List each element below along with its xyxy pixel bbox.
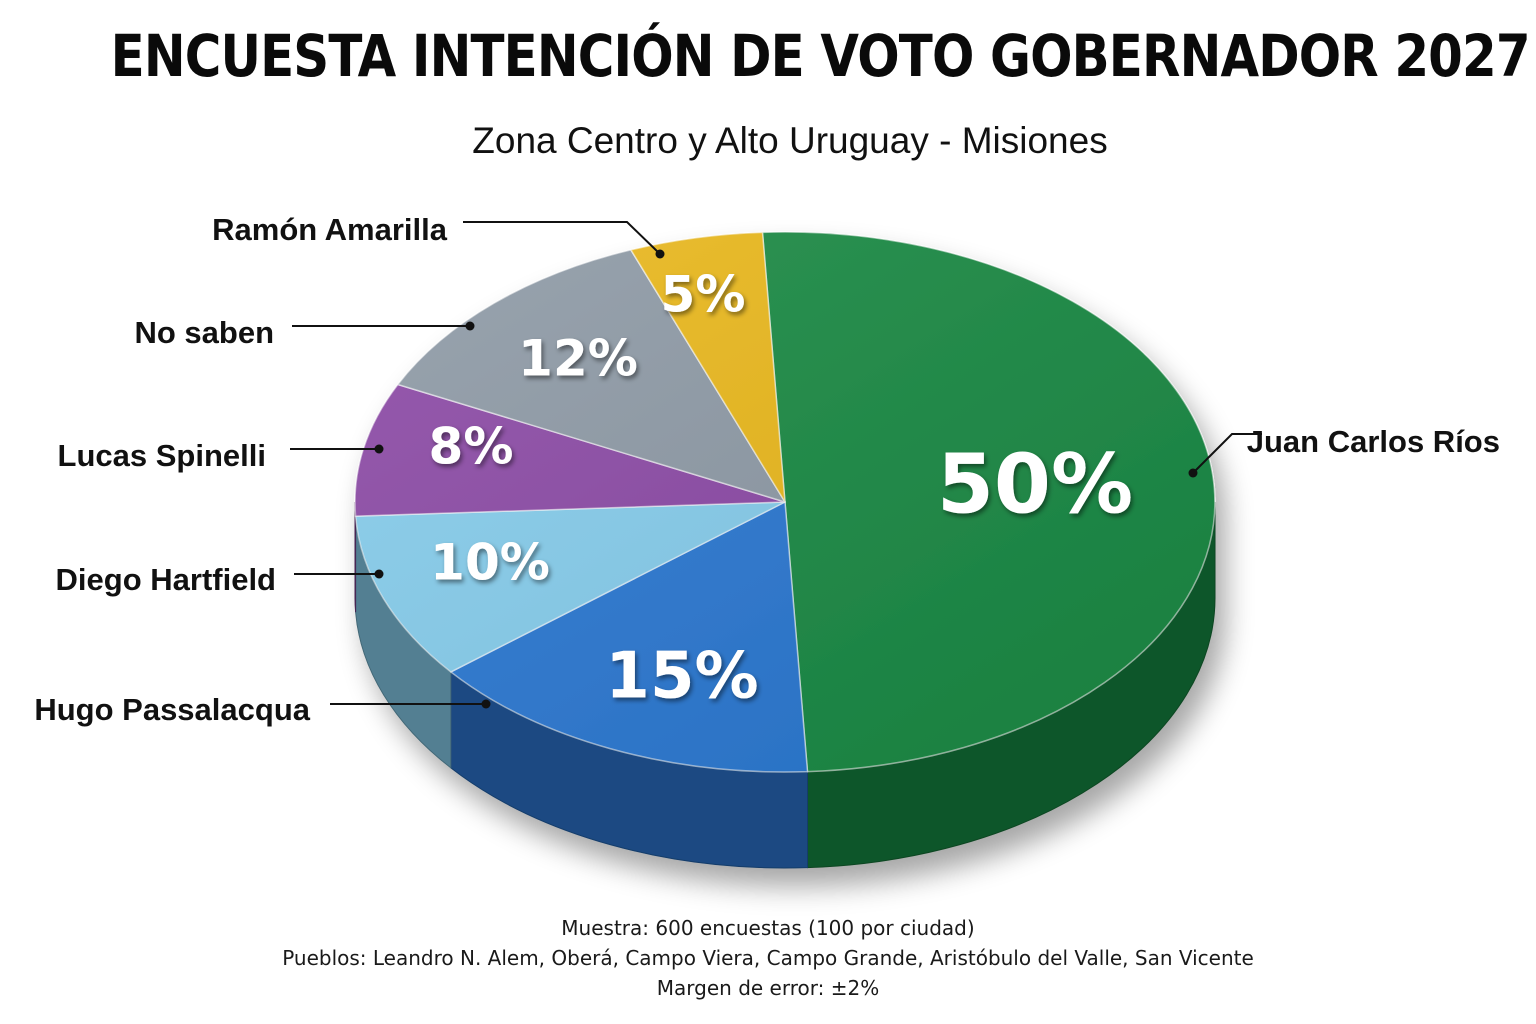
chart-subtitle: Zona Centro y Alto Uruguay - Misiones bbox=[472, 120, 1108, 161]
leader-line-5 bbox=[463, 221, 661, 255]
legend-label-5: Ramón Amarilla bbox=[212, 212, 448, 247]
pie-sheen bbox=[355, 232, 1215, 772]
footer-sample: Muestra: 600 encuestas (100 por ciudad) bbox=[561, 916, 975, 940]
value-label-2: 10% bbox=[430, 534, 550, 592]
legend-label-3: Lucas Spinelli bbox=[58, 438, 266, 473]
value-label-5: 5% bbox=[661, 266, 746, 324]
leader-line-0 bbox=[1192, 433, 1262, 474]
value-label-3: 8% bbox=[429, 418, 514, 476]
value-label-0: 50% bbox=[937, 437, 1133, 532]
legend-label-1: Hugo Passalacqua bbox=[34, 692, 310, 727]
leader-dot-2 bbox=[374, 569, 384, 579]
legend-label-4: No saben bbox=[134, 315, 274, 350]
leader-dot-5 bbox=[655, 249, 665, 259]
legend-label-2: Diego Hartfield bbox=[56, 562, 276, 597]
leader-dot-1 bbox=[481, 699, 491, 709]
chart-title: ENCUESTA INTENCIÓN DE VOTO GOBERNADOR 20… bbox=[110, 22, 1531, 90]
leader-dot-4 bbox=[465, 321, 475, 331]
value-label-4: 12% bbox=[518, 330, 638, 388]
footer-towns: Pueblos: Leandro N. Alem, Oberá, Campo V… bbox=[282, 946, 1254, 970]
value-label-1: 15% bbox=[605, 640, 758, 714]
leader-dot-3 bbox=[374, 444, 384, 454]
legend-label-0: Juan Carlos Ríos bbox=[1247, 424, 1500, 459]
leader-dot-0 bbox=[1188, 468, 1198, 478]
footer-margin: Margen de error: ±2% bbox=[656, 976, 880, 1000]
